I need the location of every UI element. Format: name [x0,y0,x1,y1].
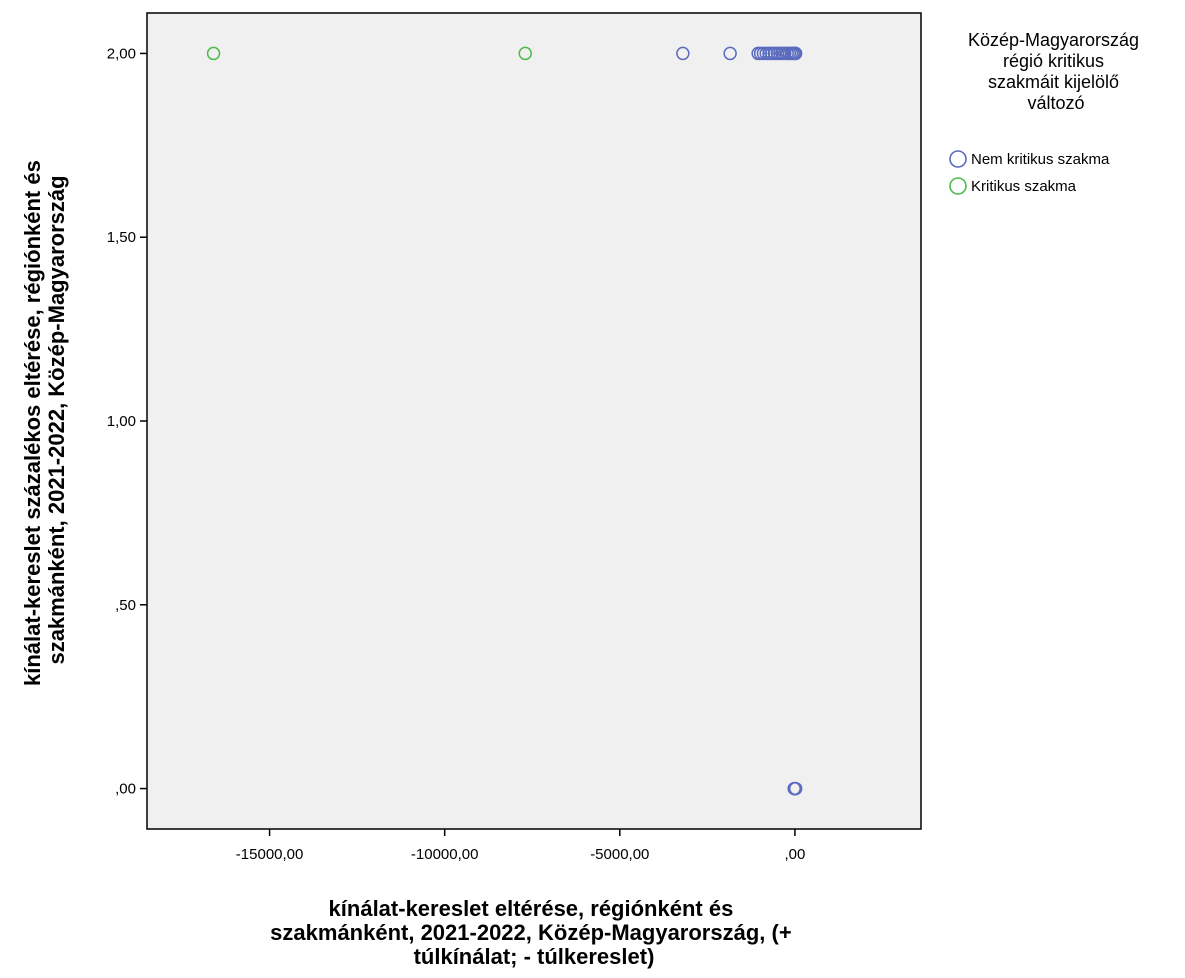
legend-label: Nem kritikus szakma [971,151,1110,168]
data-point [676,46,690,61]
data-point [206,46,221,61]
data-point [518,46,532,61]
y-tick-label: 1,00 [107,413,136,430]
legend-items: Nem kritikus szakma Kritikus szakma [949,150,1110,195]
y-tick-label: 1,50 [107,229,136,246]
data-point [788,46,803,61]
x-axis-title-line: túlkínálat; - túlkereslet) [414,944,655,969]
legend-marker [949,150,967,168]
points-layer [206,46,803,796]
data-point [723,46,737,61]
y-tick-label: ,00 [115,781,136,798]
y-axis-title-line: kínálat-kereslet százalékos eltérése, ré… [20,160,45,686]
y-axis-title-line: szakmánként, 2021-2022, Közép-Magyarorsz… [44,175,69,664]
x-axis-title-line: szakmánként, 2021-2022, Közép-Magyarorsz… [270,920,792,945]
x-tick-label: -5000,00 [590,846,649,863]
x-axis-title: kínálat-kereslet eltérése, régiónként és… [270,896,798,969]
legend-marker [949,177,967,195]
legend-title-line: változó [1027,93,1084,113]
legend: Közép-Magyarország régió kritikus szakmá… [949,30,1144,195]
y-tick-label: ,50 [115,597,136,614]
y-axis-title: kínálat-kereslet százalékos eltérése, ré… [20,154,69,686]
y-tick-label: 2,00 [107,45,136,62]
x-axis: -15000,00 -10000,00 -5000,00 ,00 [236,829,805,863]
legend-title: Közép-Magyarország régió kritikus szakmá… [968,30,1144,113]
legend-title-line: Közép-Magyarország [968,30,1139,50]
x-tick-label: ,00 [784,846,805,863]
legend-label: Kritikus szakma [971,178,1077,195]
plot-area [146,12,922,830]
x-tick-label: -15000,00 [236,846,304,863]
y-axis: ,00 ,50 1,00 1,50 2,00 [107,45,147,798]
data-point [788,781,802,796]
legend-title-line: régió kritikus [1003,51,1104,71]
x-axis-title-line: kínálat-kereslet eltérése, régiónként és [329,896,734,921]
legend-title-line: szakmáit kijelölő [988,72,1119,92]
x-tick-label: -10000,00 [411,846,479,863]
